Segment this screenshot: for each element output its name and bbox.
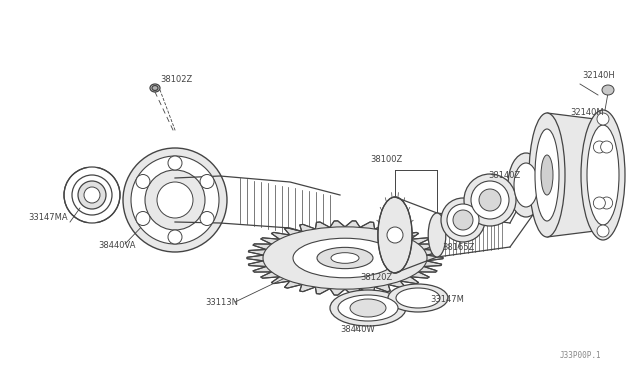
Text: 33147MA: 33147MA: [28, 213, 68, 222]
Ellipse shape: [388, 284, 448, 312]
Ellipse shape: [471, 181, 509, 219]
Ellipse shape: [168, 230, 182, 244]
Ellipse shape: [593, 141, 605, 153]
Text: J33P00P.1: J33P00P.1: [560, 351, 602, 360]
Ellipse shape: [581, 110, 625, 240]
Ellipse shape: [317, 247, 373, 269]
Ellipse shape: [593, 197, 605, 209]
Ellipse shape: [78, 181, 106, 209]
Ellipse shape: [123, 148, 227, 252]
Ellipse shape: [338, 295, 398, 321]
Ellipse shape: [150, 84, 160, 92]
Ellipse shape: [350, 299, 386, 317]
Ellipse shape: [72, 175, 112, 215]
Polygon shape: [547, 113, 603, 237]
Ellipse shape: [157, 182, 193, 218]
Text: 38100Z: 38100Z: [370, 155, 403, 164]
Ellipse shape: [84, 187, 100, 203]
Polygon shape: [247, 221, 443, 295]
Ellipse shape: [131, 156, 219, 244]
Ellipse shape: [331, 253, 359, 263]
Ellipse shape: [168, 156, 182, 170]
Ellipse shape: [587, 125, 619, 225]
Ellipse shape: [200, 174, 214, 189]
Ellipse shape: [597, 225, 609, 237]
Ellipse shape: [263, 227, 427, 289]
Ellipse shape: [428, 213, 446, 257]
Ellipse shape: [136, 212, 150, 225]
Text: 38102Z: 38102Z: [160, 75, 192, 84]
Text: 38165Z: 38165Z: [442, 243, 474, 252]
Text: 38140Z: 38140Z: [488, 171, 520, 180]
Ellipse shape: [387, 227, 403, 243]
Ellipse shape: [293, 238, 397, 278]
Ellipse shape: [479, 189, 501, 211]
Ellipse shape: [514, 163, 538, 207]
Ellipse shape: [200, 212, 214, 225]
Ellipse shape: [602, 85, 614, 95]
Ellipse shape: [600, 141, 612, 153]
Ellipse shape: [597, 113, 609, 125]
Ellipse shape: [508, 153, 544, 217]
Ellipse shape: [152, 86, 158, 90]
Ellipse shape: [396, 288, 440, 308]
Ellipse shape: [464, 174, 516, 226]
Ellipse shape: [136, 174, 150, 189]
Text: 38440VA: 38440VA: [98, 241, 136, 250]
Ellipse shape: [330, 290, 406, 326]
Text: 32140H: 32140H: [582, 71, 615, 80]
Ellipse shape: [145, 170, 205, 230]
Text: 33113N: 33113N: [205, 298, 238, 307]
Ellipse shape: [453, 210, 473, 230]
Ellipse shape: [600, 197, 612, 209]
Text: 33147M: 33147M: [430, 295, 464, 304]
Ellipse shape: [441, 198, 485, 242]
Text: 32140M: 32140M: [570, 108, 604, 117]
Ellipse shape: [535, 129, 559, 221]
Text: 38440W: 38440W: [340, 325, 375, 334]
Ellipse shape: [541, 155, 553, 195]
Ellipse shape: [447, 204, 479, 236]
Ellipse shape: [378, 197, 412, 273]
Text: 38120Z: 38120Z: [360, 273, 392, 282]
Polygon shape: [263, 227, 427, 289]
Ellipse shape: [529, 113, 565, 237]
